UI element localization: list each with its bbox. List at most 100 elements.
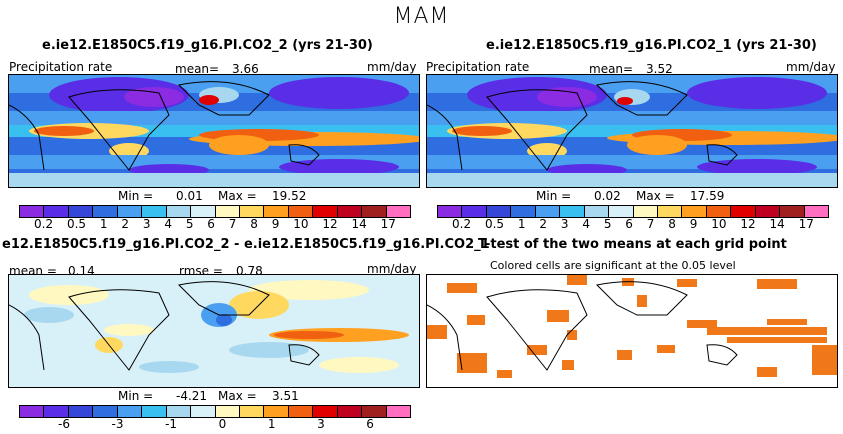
panel-subtitle-bottom-right: Colored cells are significant at the 0.0… (490, 259, 736, 272)
colorbar-tick-label: 8 (250, 217, 258, 231)
colorbar-tick-label: 3 (560, 217, 569, 231)
colorbar-tick-label: 3 (317, 417, 325, 431)
colorbar-bottom-left-swatch (264, 406, 289, 417)
significant-cell (567, 330, 577, 340)
colorbar-tick-label: 12 (322, 217, 338, 231)
colorbar-bottom-left-swatch (337, 406, 363, 417)
colorbar-tick-label: 7 (646, 217, 655, 231)
colorbar-bottom-left-swatch (93, 406, 118, 417)
precip-map-top-right (426, 74, 838, 188)
colorbar-top-left-swatch (20, 206, 45, 217)
max-label-top-left: Max = (218, 189, 257, 203)
colorbar-top-right-swatch (584, 206, 610, 217)
significant-cell (657, 345, 675, 353)
colorbar-tick-label: 0.5 (66, 217, 87, 231)
significant-cell (467, 315, 485, 325)
significant-cell (637, 295, 647, 307)
significant-cell (617, 350, 632, 360)
colorbar-top-right-swatch (609, 206, 634, 217)
colorbar-top-right-swatch (633, 206, 658, 217)
significant-cell (757, 279, 797, 289)
colorbar-tick-label: 0.2 (34, 217, 54, 231)
colorbar-bottom-left-swatch (362, 406, 387, 417)
diff-map-bottom-left (8, 274, 420, 388)
mean-value-top-right: 3.52 (646, 62, 673, 76)
max-label-bottom-left: Max = (218, 389, 257, 403)
max-value-top-right: 17.59 (690, 189, 725, 203)
var-label-top-left: Precipitation rate (9, 60, 113, 74)
colorbar-tick-label: 12 (740, 217, 756, 231)
colorbar-top-left-swatch (93, 206, 118, 217)
colorbar-ticks-top-right: 0.2 0.5 1 2 3 4 5 6 7 8 9 10 12 14 17 (452, 217, 814, 231)
ttest-map-bottom-right (426, 274, 838, 388)
colorbar-top-left-swatch (313, 206, 338, 217)
precip-field-top-left (9, 75, 419, 187)
colorbar-tick-label: 10 (711, 217, 727, 231)
colorbar-bottom-left-swatch (191, 406, 216, 417)
colorbar-bottom-left-swatch (166, 406, 192, 417)
colorbar-top-right-swatch (535, 206, 561, 217)
colorbar-tick-label: 0 (218, 417, 227, 431)
colorbar-bottom-left-swatch (142, 406, 167, 417)
colorbar-tick-label: 17 (380, 217, 396, 231)
colorbar-bottom-left-swatch (68, 406, 94, 417)
colorbar-top-left-swatch (215, 206, 240, 217)
colorbar-top-left-swatch (117, 206, 143, 217)
colorbar-ticks-bottom-left: -6 -3 -1 0 1 3 6 (58, 417, 374, 431)
colorbar-top-left-swatch (166, 206, 192, 217)
colorbar-tick-label: 6 (207, 217, 215, 231)
min-label-top-right: Min = (536, 189, 572, 203)
colorbar-tick-label: 0.5 (484, 217, 505, 231)
panel-title-bottom-right: T-test of the two means at each grid poi… (478, 237, 787, 252)
min-label-bottom-left: Min = (118, 389, 154, 403)
significant-cell (447, 283, 477, 293)
colorbar-top-right-swatch (511, 206, 536, 217)
colorbar-tick-label: 14 (769, 217, 785, 231)
colorbar-tick-label: 17 (798, 217, 814, 231)
colorbar-bottom-left-swatch (44, 406, 69, 417)
units-bottom-left: mm/day (367, 262, 417, 276)
colorbar-tick-label: 1 (99, 217, 108, 231)
colorbar-tick-label: 5 (603, 217, 612, 231)
colorbar-bottom-left (19, 405, 411, 418)
panel-title-top-right: e.ie12.E1850C5.f19_g16.PI.CO2_1 (yrs 21-… (486, 38, 817, 53)
colorbar-tick-label: -6 (58, 417, 70, 431)
colorbar-tick-label: 2 (121, 217, 129, 231)
mean-label-top-left: mean= (175, 62, 220, 76)
colorbar-bottom-left-swatch (20, 406, 45, 417)
colorbar-tick-label: 2 (539, 217, 547, 231)
colorbar-top-right-swatch (682, 206, 707, 217)
diff-field-bottom-left (9, 275, 419, 387)
colorbar-tick-label: 4 (164, 217, 172, 231)
significant-cell (562, 360, 574, 370)
min-label-top-left: Min = (118, 189, 154, 203)
colorbar-tick-label: 0.2 (452, 217, 472, 231)
colorbar-top-right-swatch (486, 206, 512, 217)
colorbar-top-left-swatch (239, 206, 265, 217)
colorbar-top-right-swatch (731, 206, 756, 217)
colorbar-top-right-swatch (462, 206, 487, 217)
ttest-field-bottom-right (427, 275, 837, 387)
colorbar-tick-label: 14 (351, 217, 367, 231)
colorbar-top-right (437, 205, 829, 218)
colorbar-bottom-left-swatch (117, 406, 143, 417)
colorbar-bottom-left-swatch (215, 406, 240, 417)
colorbar-tick-label: 8 (668, 217, 676, 231)
colorbar-top-left-swatch (362, 206, 387, 217)
significant-cell (547, 310, 569, 322)
precip-map-top-left (8, 74, 420, 188)
max-value-bottom-left: 3.51 (272, 389, 299, 403)
colorbar-tick-label: -3 (111, 417, 124, 431)
colorbar-top-left-swatch (44, 206, 69, 217)
colorbar-tick-label: 6 (366, 417, 374, 431)
min-value-top-right: 0.02 (594, 189, 621, 203)
colorbar-tick-label: 7 (228, 217, 237, 231)
colorbar-bottom-left-swatch (386, 406, 410, 417)
colorbar-top-left-swatch (68, 206, 94, 217)
significant-cell (727, 337, 827, 343)
colorbar-tick-label: 1 (517, 217, 526, 231)
significant-cell (457, 353, 487, 373)
panel-title-bottom-left: e12.E1850C5.f19_g16.PI.CO2_2 - e.ie12.E1… (2, 237, 490, 252)
colorbar-bottom-left-swatch (313, 406, 338, 417)
significant-cell (767, 319, 807, 325)
